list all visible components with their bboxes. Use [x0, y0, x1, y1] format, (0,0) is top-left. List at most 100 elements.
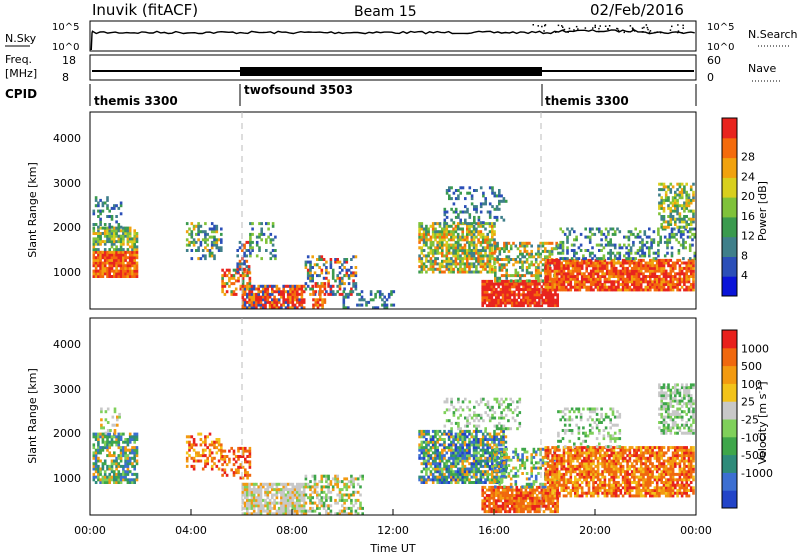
heatmap-cell [241, 490, 245, 494]
heatmap-cell [259, 284, 263, 288]
heatmap-cell [684, 246, 687, 250]
heatmap-cell [522, 282, 525, 286]
heatmap-cell [418, 432, 421, 436]
heatmap-cell [108, 472, 111, 476]
heatmap-cell [221, 449, 224, 453]
heatmap-cell [237, 449, 240, 453]
heatmap-cell [119, 237, 123, 241]
heatmap-cell [541, 258, 545, 261]
heatmap-cell [431, 462, 435, 466]
heatmap-cell [483, 282, 487, 286]
heatmap-cell [561, 230, 565, 234]
nsearch-point [677, 24, 679, 26]
heatmap-cell [488, 293, 491, 297]
heatmap-cell [354, 266, 358, 269]
heatmap-cell [106, 237, 109, 241]
heatmap-cell [286, 501, 290, 505]
heatmap-cell [492, 282, 496, 286]
heatmap-cell [482, 202, 485, 206]
heatmap-cell [204, 232, 207, 236]
heatmap-cell [563, 257, 567, 261]
heatmap-cell [268, 490, 272, 494]
heatmap-cell [589, 261, 593, 265]
heatmap-cell [199, 240, 203, 244]
heatmap-cell [133, 432, 136, 436]
heatmap-cell [501, 285, 505, 289]
heatmap-cell [420, 435, 424, 439]
heatmap-cell [257, 300, 260, 304]
heatmap-cell [215, 464, 219, 468]
heatmap-cell [441, 243, 444, 247]
heatmap-cell [289, 306, 292, 310]
heatmap-cell [313, 292, 317, 296]
nsky-tick-bottom: 10^0 [52, 42, 79, 53]
heatmap-cell [452, 411, 456, 415]
heatmap-cell [293, 506, 297, 510]
heatmap-cell [574, 264, 577, 268]
heatmap-cell [569, 261, 573, 265]
heatmap-cell [221, 279, 224, 283]
heatmap-cell [245, 259, 249, 263]
heatmap-cell [648, 235, 651, 239]
heatmap-cell [466, 257, 469, 261]
heatmap-cell [255, 240, 259, 244]
heatmap-cell [674, 264, 677, 268]
heatmap-cell [573, 254, 576, 258]
heatmap-cell [422, 440, 426, 444]
heatmap-cell [133, 250, 136, 254]
heatmap-cell [223, 449, 227, 453]
heatmap-cell [280, 290, 283, 294]
heatmap-cell [477, 215, 481, 219]
heatmap-cell [676, 280, 679, 284]
heatmap-cell [628, 275, 632, 278]
heatmap-cell [92, 456, 96, 460]
heatmap-cell [629, 249, 633, 252]
heatmap-cell [592, 266, 595, 270]
heatmap-cell [99, 478, 102, 482]
heatmap-cell [119, 201, 123, 205]
heatmap-cell [257, 493, 260, 497]
heatmap-cell [520, 288, 523, 291]
heatmap-cell [660, 280, 663, 284]
heatmap-cell [106, 261, 109, 265]
heatmap-cell [347, 480, 351, 484]
heatmap-cell [639, 280, 643, 284]
heatmap-cell [338, 480, 342, 484]
heatmap-cell [628, 261, 632, 265]
heatmap-cell [381, 292, 384, 296]
heatmap-cell [345, 493, 349, 497]
heatmap-cell [477, 240, 480, 244]
heatmap-cell [289, 493, 292, 497]
heatmap-cell [374, 306, 377, 310]
heatmap-cell [679, 235, 683, 239]
heatmap-cell [282, 509, 285, 513]
heatmap-cell [106, 226, 109, 230]
heatmap-cell [692, 264, 695, 268]
heatmap-cell [544, 277, 548, 281]
heatmap-cell [383, 295, 386, 299]
heatmap-cell [610, 272, 613, 276]
heatmap-cell [250, 490, 254, 494]
heatmap-cell [131, 446, 134, 450]
heatmap-cell [252, 488, 256, 492]
heatmap-cell [594, 264, 598, 268]
heatmap-cell [678, 264, 682, 268]
heatmap-cell [466, 478, 469, 482]
heatmap-cell [277, 306, 281, 310]
heatmap-cell [101, 440, 105, 444]
heatmap-cell [239, 287, 243, 291]
heatmap-cell [131, 258, 134, 262]
heatmap-cell [537, 263, 540, 267]
heatmap-cell [635, 285, 638, 289]
heatmap-cell [220, 227, 223, 231]
heatmap-cell [296, 290, 299, 294]
heatmap-cell [429, 470, 433, 474]
heatmap-cell [429, 454, 433, 458]
heatmap-cell [657, 232, 660, 236]
heatmap-cell [575, 238, 578, 242]
heatmap-cell [461, 400, 465, 404]
heatmap-cell [323, 300, 327, 304]
heatmap-cell [475, 246, 478, 250]
heatmap-cell [331, 284, 335, 288]
heatmap-cell [556, 298, 559, 302]
